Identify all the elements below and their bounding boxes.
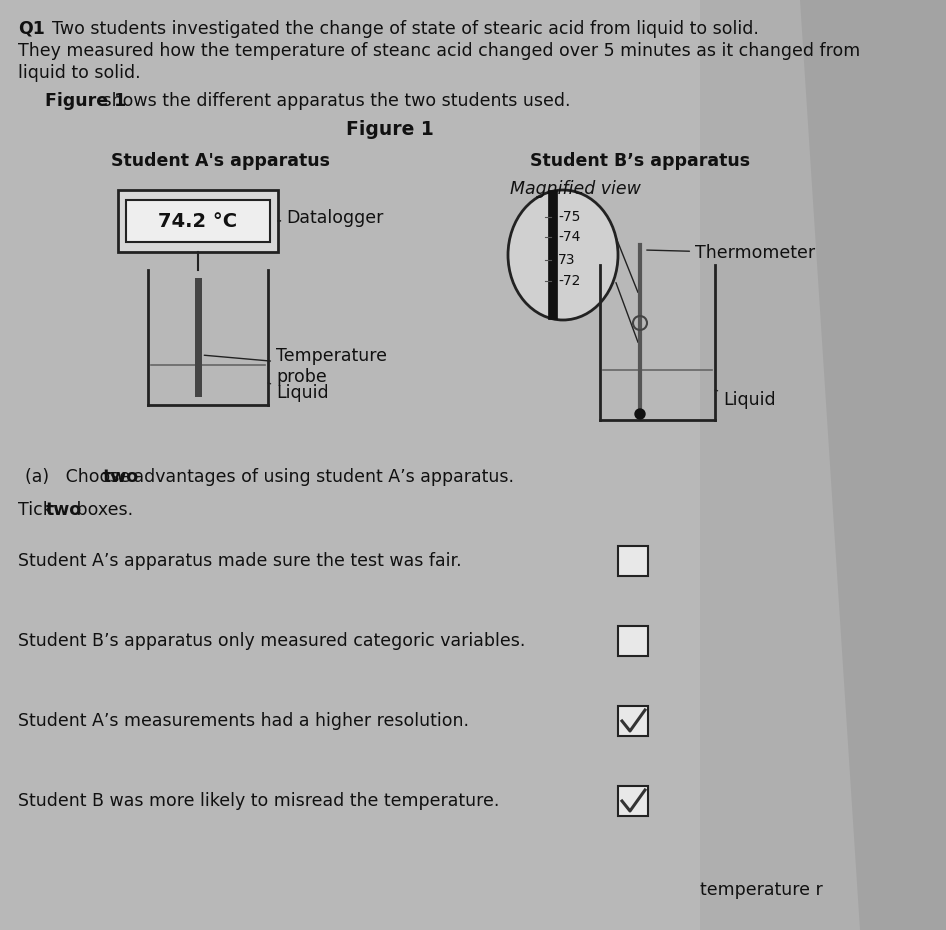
Text: Liquid: Liquid	[268, 383, 328, 402]
Circle shape	[635, 409, 645, 419]
Text: Datalogger: Datalogger	[278, 209, 383, 227]
Text: Figure 1: Figure 1	[45, 92, 126, 110]
Text: -75: -75	[558, 210, 581, 224]
Bar	[618, 626, 648, 656]
Bar	[618, 546, 648, 576]
Text: 74.2 °C: 74.2 °C	[158, 211, 237, 231]
Polygon shape	[800, 0, 946, 930]
Text: (a)   Choose: (a) Choose	[25, 468, 135, 486]
Text: Student A’s measurements had a higher resolution.: Student A’s measurements had a higher re…	[18, 712, 469, 730]
Text: Two students investigated the change of state of stearic acid from liquid to sol: Two students investigated the change of …	[52, 20, 759, 38]
Text: liquid to solid.: liquid to solid.	[18, 64, 141, 82]
Text: two: two	[103, 468, 139, 486]
Bar	[195, 278, 201, 397]
Text: -74: -74	[558, 230, 581, 244]
Text: 73: 73	[558, 253, 575, 267]
Text: advantages of using student A’s apparatus.: advantages of using student A’s apparatu…	[128, 468, 514, 486]
Text: boxes.: boxes.	[71, 501, 133, 519]
Bar	[618, 786, 648, 816]
Text: -72: -72	[558, 274, 581, 288]
Bar	[126, 200, 270, 242]
Text: shows the different apparatus the two students used.: shows the different apparatus the two st…	[97, 92, 570, 110]
Text: Student A’s apparatus made sure the test was fair.: Student A’s apparatus made sure the test…	[18, 552, 462, 570]
Text: Student A's apparatus: Student A's apparatus	[111, 152, 329, 170]
Text: Student B’s apparatus: Student B’s apparatus	[530, 152, 750, 170]
Text: Thermometer: Thermometer	[647, 244, 815, 262]
Bar	[618, 706, 648, 736]
Bar	[700, 0, 946, 930]
Text: Tick: Tick	[18, 501, 59, 519]
Text: Temperature
probe: Temperature probe	[204, 347, 387, 386]
Text: two: two	[46, 501, 82, 519]
Text: temperature r: temperature r	[700, 881, 823, 899]
Ellipse shape	[508, 190, 618, 320]
Text: Magnified view: Magnified view	[510, 180, 640, 198]
Text: Figure 1: Figure 1	[346, 120, 434, 139]
Text: Q1: Q1	[18, 20, 44, 38]
Bar	[118, 190, 278, 252]
Text: Liquid: Liquid	[715, 390, 776, 409]
Text: Student B’s apparatus only measured categoric variables.: Student B’s apparatus only measured cate…	[18, 632, 525, 650]
Text: They measured how the temperature of steanc acid changed over 5 minutes as it ch: They measured how the temperature of ste…	[18, 42, 860, 60]
Text: Student B was more likely to misread the temperature.: Student B was more likely to misread the…	[18, 792, 499, 810]
